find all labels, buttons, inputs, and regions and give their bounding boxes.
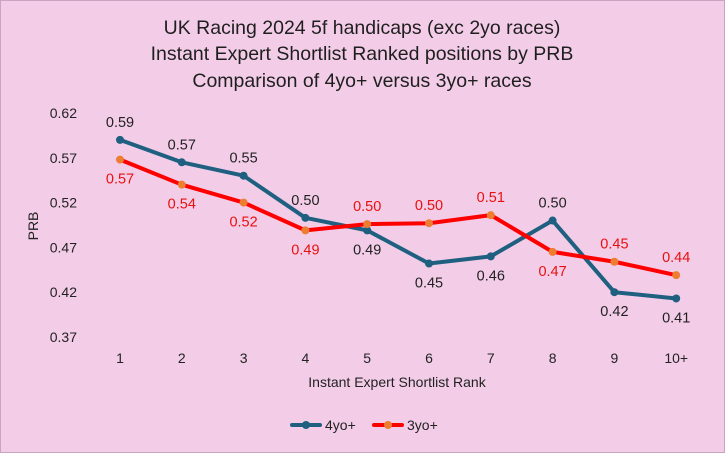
y-tick-label: 0.57 [50,150,77,166]
data-point-1 [486,211,495,220]
x-tick-label: 6 [425,350,433,366]
data-label-0: 0.57 [168,137,196,153]
data-point-0 [548,216,557,225]
legend-marker-4yo [302,421,310,429]
data-point-1 [363,220,372,229]
data-point-1 [672,271,681,280]
legend-label-4yo: 4yo+ [325,417,356,433]
y-axis-ticks: 0.62 0.57 0.52 0.47 0.42 0.37 [50,105,77,345]
series-line-0 [118,137,679,301]
y-tick-label: 0.37 [50,329,77,345]
data-point-0 [116,135,124,144]
data-label-1: 0.50 [353,199,381,215]
legend-label-3yo: 3yo+ [407,417,438,433]
data-point-1 [301,226,310,235]
x-tick-label: 5 [363,350,371,366]
data-label-1: 0.54 [168,197,196,213]
data-point-1 [239,198,248,207]
data-point-1 [177,180,186,189]
data-label-1: 0.50 [415,198,443,214]
title-line-2: Instant Expert Shortlist Ranked position… [151,43,574,65]
y-tick-label: 0.42 [50,284,77,300]
data-label-0: 0.46 [477,268,505,284]
data-label-1: 0.49 [291,242,319,258]
data-point-1 [610,257,619,266]
data-point-0 [177,158,186,167]
data-label-1: 0.51 [477,190,505,206]
data-label-0: 0.45 [415,276,443,292]
x-tick-label: 10+ [664,350,688,366]
data-point-0 [486,252,495,261]
data-point-1 [425,219,433,228]
x-tick-label: 1 [116,350,124,366]
x-tick-label: 7 [487,350,495,366]
data-label-0: 0.55 [229,151,257,167]
y-tick-label: 0.47 [50,239,77,255]
x-axis-title: Instant Expert Shortlist Rank [308,374,486,390]
data-label-0: 0.50 [291,193,319,209]
data-label-0: 0.50 [538,196,566,212]
data-point-1 [116,155,124,164]
data-point-0 [425,259,433,268]
data-label-1: 0.57 [106,172,134,188]
data-label-0: 0.49 [353,242,381,258]
data-label-1: 0.47 [538,264,566,280]
legend: 4yo+ 3yo+ [290,417,438,433]
y-tick-label: 0.52 [50,195,77,211]
data-point-0 [672,294,681,303]
data-labels: 0.59 0.57 0.55 0.50 0.49 0.45 0.46 0.50 0.42 0.41… [106,115,690,327]
y-tick-label: 0.62 [50,105,77,121]
x-tick-label: 4 [302,350,310,366]
x-axis-ticks: 1 2 3 4 5 6 7 8 9 10+ [116,350,688,366]
data-label-0: 0.41 [662,310,690,326]
title-line-1: UK Racing 2024 5f handicaps (exc 2yo rac… [164,17,561,39]
chart-title: UK Racing 2024 5f handicaps (exc 2yo rac… [151,17,574,92]
x-tick-label: 2 [178,350,186,366]
y-axis-title: PRB [25,212,41,241]
data-label-0: 0.42 [600,304,628,320]
series-markers [116,135,681,303]
x-tick-label: 8 [549,350,557,366]
data-label-1: 0.44 [662,250,690,266]
data-point-0 [610,288,619,297]
series-line-1 [118,157,679,278]
data-point-0 [363,226,372,235]
legend-marker-3yo [384,421,392,429]
data-label-1: 0.52 [229,215,257,231]
data-point-0 [301,213,310,222]
data-point-0 [239,171,248,180]
data-label-0: 0.59 [106,115,134,131]
title-line-3: Comparison of 4yo+ versus 3yo+ races [192,70,532,92]
data-point-1 [548,247,557,256]
series-lines [118,137,679,301]
data-label-1: 0.45 [600,237,628,253]
x-tick-label: 9 [611,350,619,366]
x-tick-label: 3 [240,350,248,366]
